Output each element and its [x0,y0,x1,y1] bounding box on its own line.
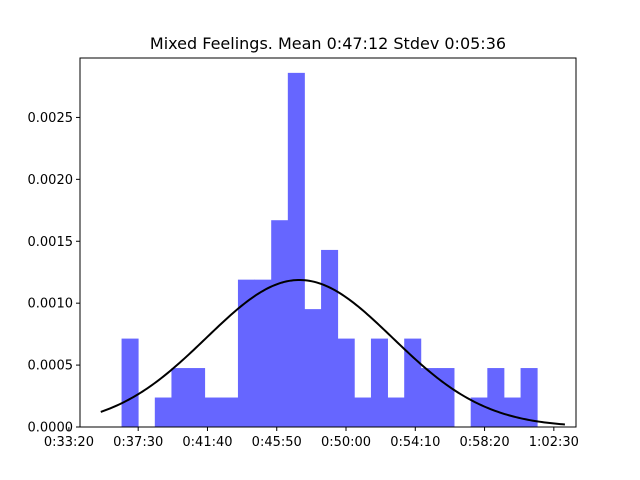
histogram-bar [221,397,239,427]
x-tick-label: 0:41:40 [182,435,232,450]
y-axis: 0.0000 0.0005 0.0010 0.0015 0.0020 0.0025 [28,111,80,436]
x-axis: 0:33:20 0:37:30 0:41:40 0:45:50 0:50:00 0:54:… [44,427,579,450]
histogram-bar [121,338,139,427]
x-tick-label: 0:50:00 [321,435,371,450]
histogram-bar [188,368,206,427]
histogram-bar [487,368,505,427]
histogram-bar [154,397,172,427]
y-tick-label: 0.0025 [28,111,74,126]
histogram-bar [204,397,222,427]
x-tick-label: 1:02:30 [529,435,579,450]
histogram-bar [503,397,521,427]
y-tick-label: 0.0020 [28,173,74,188]
histogram-bar [304,309,322,427]
y-tick-label: 0.0015 [28,235,74,250]
histogram-bar [420,368,438,427]
x-tick-label: 0:54:10 [390,435,440,450]
histogram-bar [171,368,189,427]
histogram-bar [387,397,405,427]
x-tick-label: 0:58:20 [459,435,509,450]
histogram-bar [254,279,272,427]
histogram-bar [520,368,538,427]
chart-title: Mixed Feelings. Mean 0:47:12 Stdev 0:05:… [150,34,506,53]
plot-frame [79,57,577,428]
normal-distribution-curve [100,278,566,426]
histogram-bar [287,72,305,427]
histogram-bar [354,397,372,427]
histogram-bar [271,220,289,427]
histogram-bar [237,279,255,427]
y-tick-label: 0.0000 [28,421,74,436]
x-tick-label: 0:45:50 [252,435,302,450]
histogram-bar [337,338,355,427]
y-tick-label: 0.0005 [28,359,74,374]
histogram-bar [437,368,455,427]
histogram-bar [321,249,339,427]
x-tick-label: 0:37:30 [113,435,163,450]
y-tick-label: 0.0010 [28,297,74,312]
x-tick-label: 0:33:20 [44,435,94,450]
histogram-bar [470,397,488,427]
histogram-bar [370,338,388,427]
histogram-bars [121,72,538,427]
